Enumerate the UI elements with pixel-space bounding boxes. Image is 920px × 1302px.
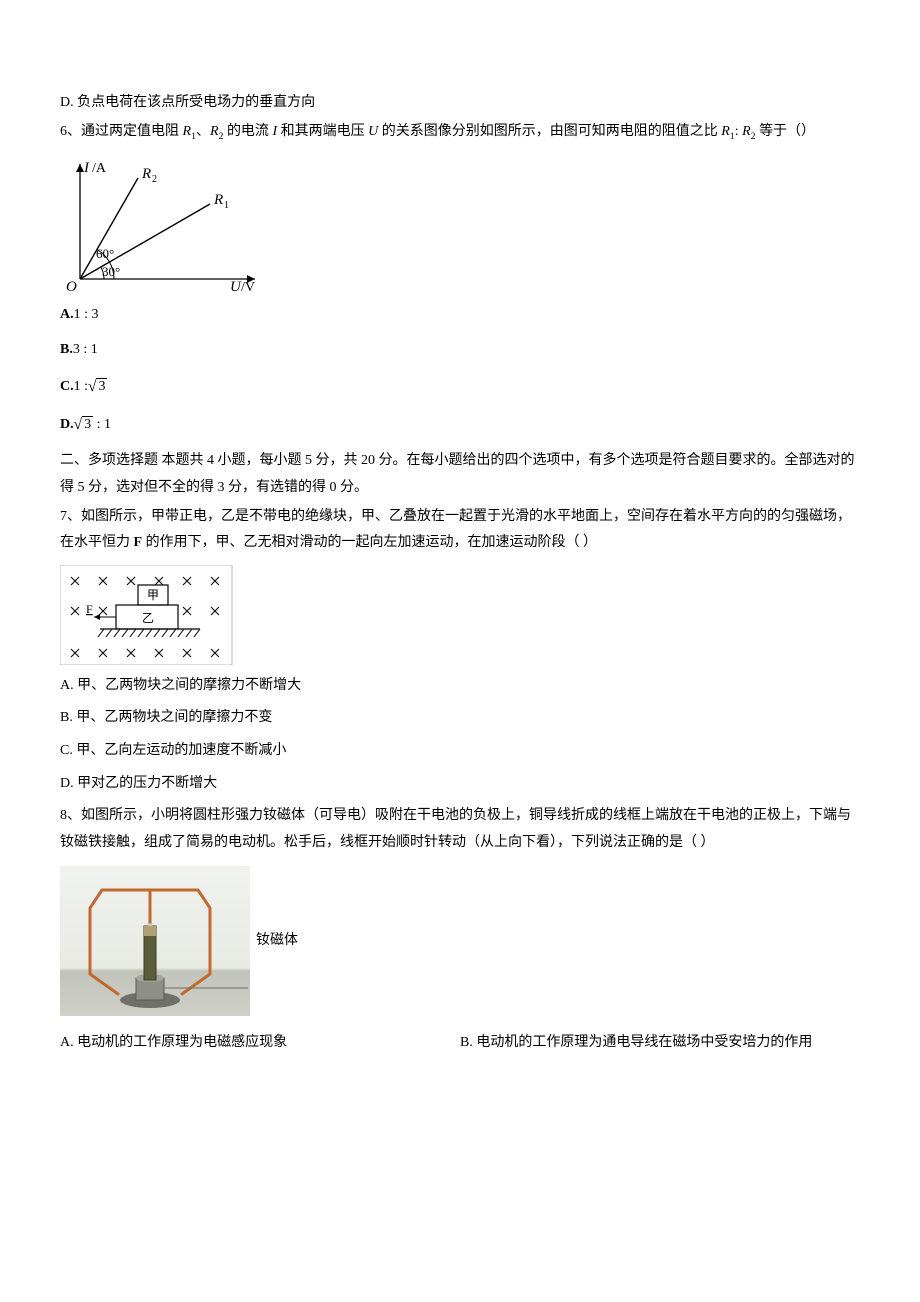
axis-y-label: I [83,160,90,176]
q7-option-a: A. 甲、乙两物块之间的摩擦力不断增大 [60,673,860,700]
q6-b-label: B. [60,342,73,357]
q6-option-b: B.3 : 1 [60,337,860,364]
q8-stem: 8、如图所示，小明将圆柱形强力钕磁体（可导电）吸附在干电池的负极上，铜导线折成的… [60,803,860,856]
r1-label: R [213,192,223,208]
q6-a-value: 1 : 3 [74,307,99,322]
q7-svg: 甲 乙 F [60,565,240,665]
q7-diagram: 甲 乙 F [60,565,860,665]
q6-c-label: C. [60,379,74,394]
svg-text:/V: /V [241,280,255,294]
q7-option-b: B. 甲、乙两物块之间的摩擦力不变 [60,705,860,732]
angle-30: 30° [102,264,120,279]
q8-options-row: A. 电动机的工作原理为电磁感应现象 B. 电动机的工作原理为通电导线在磁场中受… [60,1024,860,1057]
angle-60: 60° [96,246,114,261]
q6-d-label: D. [60,417,74,432]
q6-option-c: C.1 :√3 [60,371,860,401]
q5-option-d: D. 负点电荷在该点所受电场力的垂直方向 [60,90,860,117]
block-bottom-label: 乙 [142,611,154,625]
iv-chart-svg: I /A R 2 R 1 60° 30° O U /V [60,154,270,294]
q6-chart: I /A R 2 R 1 60° 30° O U /V [60,154,860,294]
q6-option-d: D.√3 : 1 [60,409,860,439]
svg-text:2: 2 [152,174,157,185]
q8-option-a: A. 电动机的工作原理为电磁感应现象 [60,1030,460,1057]
svg-text:/A: /A [92,161,107,176]
q7-stem: 7、如图所示，甲带正电，乙是不带电的绝缘块，甲、乙叠放在一起置于光滑的水平地面上… [60,504,860,557]
q6-stem: 6、通过两定值电阻 R1、R2 的电流 I 和其两端电压 U 的关系图像分别如图… [60,119,860,146]
q6-a-label: A. [60,307,74,322]
r2-label: R [141,166,151,182]
block-top-label: 甲 [147,588,159,602]
q6-option-a: A.1 : 3 [60,302,860,329]
q7-option-c: C. 甲、乙向左运动的加速度不断减小 [60,738,860,765]
q8-option-b: B. 电动机的工作原理为通电导线在磁场中受安培力的作用 [460,1030,812,1057]
q8-photo [60,866,250,1016]
q6-c-sqrt: 3 [96,378,107,394]
q8-photo-label: 钕磁体 [256,928,298,955]
q6-b-value: 3 : 1 [73,342,98,357]
q6-d-sqrt: 3 [82,416,93,432]
origin-label: O [66,279,77,294]
force-label: F [86,602,93,616]
q7-option-d: D. 甲对乙的压力不断增大 [60,771,860,798]
q6-c-left: 1 : [74,379,88,394]
q6-d-right: : 1 [93,417,111,432]
q8-photo-wrap: 钕磁体 [60,866,860,1016]
svg-text:1: 1 [224,200,229,211]
section2-header: 二、多项选择题 本题共 4 小题，每小题 5 分，共 20 分。在每小题给出的四… [60,448,860,501]
